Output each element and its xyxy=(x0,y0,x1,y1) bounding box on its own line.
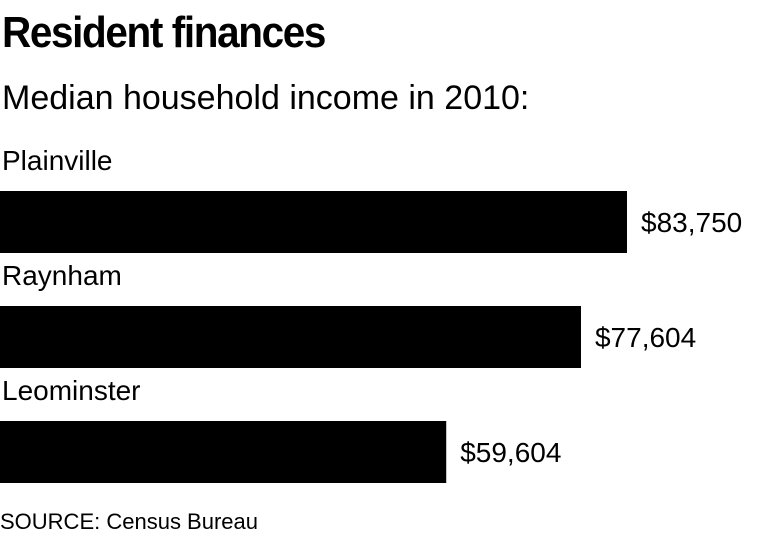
source-note: SOURCE: Census Bureau xyxy=(0,509,258,534)
value-label-plainville: $83,750 xyxy=(641,207,742,238)
category-label-leominster: Leominster xyxy=(2,375,141,406)
category-label-raynham: Raynham xyxy=(2,260,122,291)
bars-layer: Plainville $83,750 Raynham $77,604 Leominste… xyxy=(0,145,742,483)
bar-plainville xyxy=(0,191,627,253)
chart-title: Resident finances xyxy=(2,8,326,57)
category-label-plainville: Plainville xyxy=(2,145,113,176)
value-label-raynham: $77,604 xyxy=(595,322,696,353)
bar-leominster xyxy=(0,421,447,483)
chart-subtitle: Median household income in 2010: xyxy=(2,79,530,117)
bar-raynham xyxy=(0,306,581,368)
bar-chart: Plainville $83,750 Raynham $77,604 Leominste… xyxy=(0,145,742,483)
value-label-leominster: $59,604 xyxy=(460,437,561,468)
